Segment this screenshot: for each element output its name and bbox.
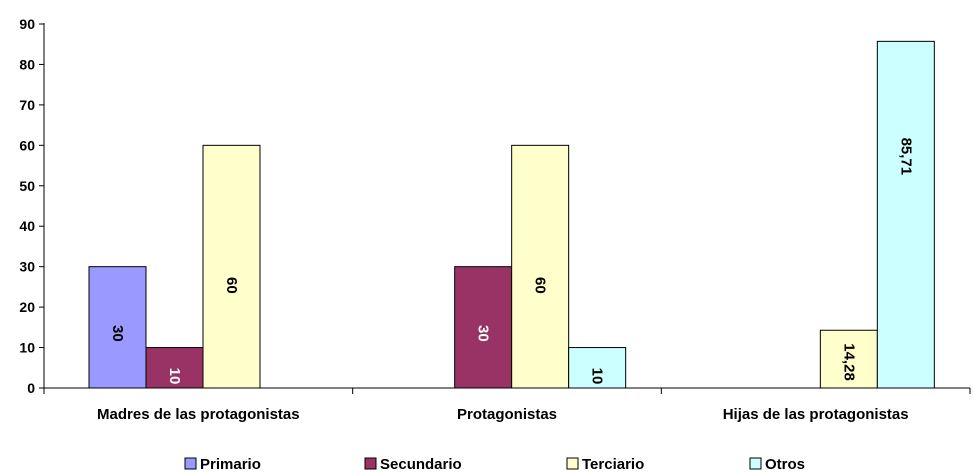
category-label: Hijas de las protagonistas	[723, 406, 909, 423]
y-tick-label: 90	[19, 16, 35, 32]
legend-label-terciario: Terciario	[582, 456, 644, 473]
y-tick-label: 70	[19, 97, 35, 113]
data-label: 10	[589, 368, 606, 385]
bar-secundario	[145, 347, 204, 389]
y-tick-label: 0	[27, 380, 35, 396]
legend-swatch-terciario	[566, 457, 579, 470]
data-label: 85,71	[897, 138, 914, 176]
y-tick-label: 60	[19, 137, 35, 153]
y-tick-label: 20	[19, 299, 35, 315]
legend-swatch-otros	[749, 457, 762, 470]
y-tick-label: 10	[19, 340, 35, 356]
category-label: Protagonistas	[457, 406, 557, 423]
data-label: 10	[166, 368, 183, 385]
data-label: 30	[109, 325, 126, 342]
legend: Primario Secundario Terciario Otros	[184, 456, 805, 473]
bar-otros	[568, 347, 627, 389]
bar-primario	[88, 266, 147, 389]
bar-otros	[876, 40, 935, 389]
bar-secundario	[454, 266, 513, 389]
legend-swatch-secundario	[364, 457, 377, 470]
y-tick-label: 30	[19, 259, 35, 275]
data-label: 60	[532, 277, 549, 294]
data-labels: 30 10 60 30 60 10 14,28 85,71	[109, 138, 914, 385]
bar-terciario	[202, 144, 261, 389]
category-labels: Madres de las protagonistas Protagonistas…	[97, 406, 909, 423]
category-label: Madres de las protagonistas	[97, 406, 300, 423]
y-tick-label: 80	[19, 56, 35, 72]
y-tick-label: 40	[19, 218, 35, 234]
legend-label-otros: Otros	[765, 456, 805, 473]
legend-label-primario: Primario	[200, 456, 261, 473]
data-label: 60	[223, 277, 240, 294]
bars	[88, 40, 935, 389]
data-label: 14,28	[840, 343, 857, 381]
legend-label-secundario: Secundario	[380, 456, 462, 473]
y-tick-label: 50	[19, 178, 35, 194]
bar-terciario	[511, 144, 570, 389]
legend-swatch-primario	[184, 457, 197, 470]
data-label: 30	[475, 325, 492, 342]
